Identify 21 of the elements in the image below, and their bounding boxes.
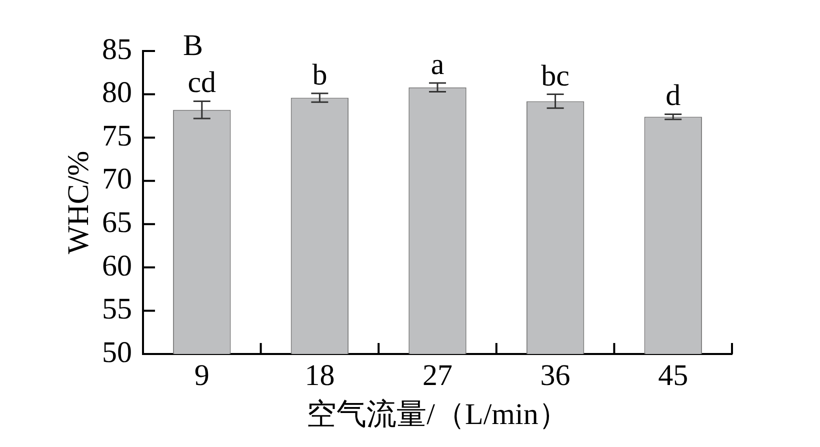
y-tick-label: 65 <box>102 206 132 240</box>
x-tick-label: 45 <box>658 358 688 392</box>
annotation: cd <box>188 66 216 100</box>
annotation: B <box>183 29 204 62</box>
x-tick-label: 27 <box>422 358 452 392</box>
y-axis-title: WHC/% <box>62 150 95 254</box>
annotation: d <box>666 79 681 112</box>
x-tick-label: 9 <box>194 358 210 392</box>
y-tick-label: 80 <box>102 76 132 110</box>
y-tick-label: 50 <box>102 336 132 369</box>
x-tick-label: 36 <box>540 358 570 392</box>
y-tick-label: 85 <box>102 32 132 66</box>
annotation: b <box>312 58 328 92</box>
y-tick-label: 55 <box>102 292 132 326</box>
x-tick-label: 18 <box>304 358 335 392</box>
y-tick-label: 70 <box>102 162 132 196</box>
annotation: bc <box>541 59 570 92</box>
y-tick-label: 60 <box>102 249 132 282</box>
y-tick-label: 75 <box>102 119 132 152</box>
annotation: a <box>430 48 444 82</box>
x-axis-title: 空气流量/（L/min） <box>306 398 568 431</box>
